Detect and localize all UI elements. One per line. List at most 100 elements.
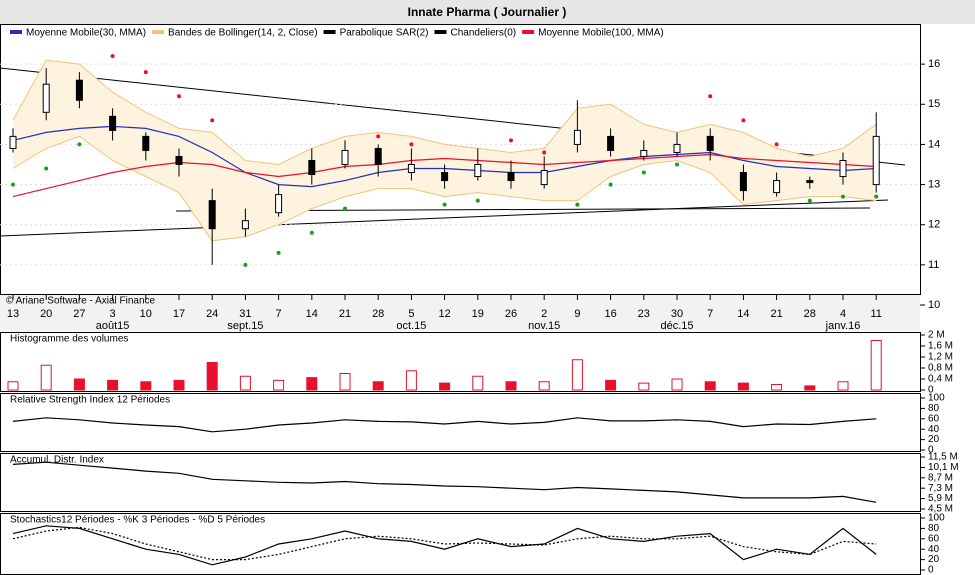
x-tick-label: 20 [40,308,52,320]
bollinger-area [13,60,877,241]
panel-title: Stochastics12 Périodes - %K 3 Périodes -… [10,515,265,526]
month-label: déc.15 [660,320,693,332]
sar-dot [44,166,49,171]
volume-bar [771,384,783,391]
candle-body [739,172,747,192]
sar-dot [675,162,679,167]
candle-body [75,79,83,101]
candle-body [142,135,150,151]
sar-dot [143,70,148,75]
candle-body [374,147,382,165]
x-tick-label: 31 [239,308,251,320]
volume-bar [605,379,617,391]
month-label: oct.15 [396,320,426,332]
legend-label: Parabolique SAR(2) [340,28,429,39]
month-label: nov.15 [528,320,560,332]
y-tick-label: 40 [928,424,940,435]
y-tick-label: 1,2 M [928,352,953,363]
indicator-line [12,525,877,566]
sar-dot [608,182,613,187]
volume-bar [538,381,550,391]
x-tick-label: 28 [804,308,816,320]
volume-bar [472,375,484,391]
x-tick-label: 19 [472,308,484,320]
x-tick-label: 10 [140,308,152,320]
x-tick-label: 7 [276,308,282,320]
volume-bar [405,370,417,391]
candle-body [507,172,515,182]
y-tick-label: 12 [928,219,940,231]
candle-body [275,194,283,214]
volume-bar [737,382,749,391]
y-tick-label: 20 [928,554,940,565]
candle-body [839,159,847,178]
y-tick-label: 16 [928,58,940,70]
volume-bar [239,375,251,391]
y-tick-label: 0 [928,445,934,456]
legend: Moyenne Mobile(30, MMA) Bandes de Bolling… [10,28,664,39]
sar-dot [641,170,646,175]
volume-bar [7,381,19,391]
volume-bar [571,359,583,391]
y-tick-label: 5,9 M [928,493,953,504]
volume-bar [273,379,285,391]
x-tick-label: 21 [770,308,782,320]
candle-body [241,220,249,230]
y-tick-label: 80 [928,523,940,534]
panel-title: Accumul. Distr. Index [10,455,104,466]
sar-dot [708,94,713,99]
sar-dot [177,94,181,99]
legend-swatch [152,30,165,34]
y-tick-label: 100 [928,393,945,404]
volume-bar [870,340,882,391]
sar-dot [376,134,381,139]
x-tick-label: 26 [505,308,517,320]
title-bar [0,0,975,24]
x-axis-band [0,295,920,331]
volume-bar [439,382,451,391]
bollinger-lower [12,135,877,242]
x-tick-label: 3 [110,308,116,320]
candle-body [9,135,17,149]
x-tick-label: 13 [7,308,19,320]
volume-bar [638,382,650,391]
legend-label: Moyenne Mobile(100, MMA) [538,28,664,39]
sar-dot [309,230,314,235]
x-tick-label: 16 [604,308,616,320]
moving-average [12,153,877,198]
panel-frame [0,453,921,512]
y-tick-label: 0 [928,385,934,396]
candle-body [308,159,316,176]
x-tick-label: 30 [671,308,683,320]
panel-title: Histogramme des volumes [10,334,128,345]
volume-bar [206,362,218,391]
x-tick-label: 2 [541,308,547,320]
main-frame [0,24,921,295]
y-tick-label: 14 [928,138,940,150]
y-tick-label: 0,8 M [928,363,953,374]
candle-body [540,170,548,186]
sar-dot [741,118,746,123]
volume-bar [671,378,683,391]
sar-dot [276,250,281,255]
candle-body [42,83,50,113]
candle-body [872,135,880,186]
y-tick-label: 13 [928,178,940,190]
candle-body [640,149,648,157]
sar-dot [210,118,215,123]
x-tick-label: 24 [206,308,218,320]
legend-label: Moyenne Mobile(30, MMA) [26,28,146,39]
month-label: août15 [96,320,130,332]
volume-bar [40,364,52,391]
chart-title: Innate Pharma ( Journalier ) [408,5,567,19]
candle-body [208,200,216,230]
source: © Ariane Software - Axial Finance [6,296,156,307]
legend-label: Bandes de Bollinger(14, 2, Close) [168,28,318,39]
y-tick-label: 80 [928,403,940,414]
y-tick-label: 4,5 M [928,504,953,515]
indicator-line [12,461,877,503]
volume-bar [140,381,152,391]
y-tick-label: 0,4 M [928,374,953,385]
y-tick-label: 0 [928,565,934,575]
